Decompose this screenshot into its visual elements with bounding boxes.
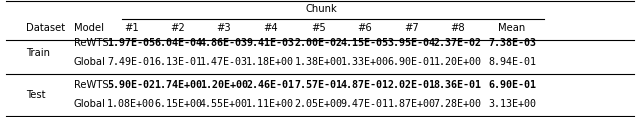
- Text: 7.49E-01: 7.49E-01: [107, 57, 155, 67]
- Text: 4.87E-01: 4.87E-01: [340, 80, 388, 90]
- Text: 6.90E-01: 6.90E-01: [388, 57, 435, 67]
- Text: Model: Model: [74, 23, 104, 33]
- Text: #5: #5: [311, 23, 326, 33]
- Text: 6.04E-04: 6.04E-04: [154, 38, 202, 48]
- Text: 1.20E+00: 1.20E+00: [200, 80, 248, 90]
- Text: 7.57E-01: 7.57E-01: [295, 80, 343, 90]
- Text: 8.94E-01: 8.94E-01: [488, 57, 536, 67]
- Text: #4: #4: [263, 23, 277, 33]
- Text: 7.38E-03: 7.38E-03: [488, 38, 536, 48]
- Text: 1.11E+00: 1.11E+00: [246, 99, 294, 109]
- Text: Train: Train: [26, 48, 50, 58]
- Text: 2.46E-01: 2.46E-01: [246, 80, 294, 90]
- Text: 6.13E-01: 6.13E-01: [154, 57, 202, 67]
- Text: Dataset: Dataset: [26, 23, 65, 33]
- Text: #2: #2: [170, 23, 186, 33]
- Text: 3.95E-04: 3.95E-04: [388, 38, 435, 48]
- Text: 4.86E-03: 4.86E-03: [200, 38, 248, 48]
- Text: 1.87E+00: 1.87E+00: [388, 99, 435, 109]
- Text: 1.97E-05: 1.97E-05: [107, 38, 155, 48]
- Text: 6.15E+00: 6.15E+00: [154, 99, 202, 109]
- Text: Global: Global: [74, 57, 106, 67]
- Text: #6: #6: [357, 23, 372, 33]
- Text: 2.37E-02: 2.37E-02: [434, 38, 481, 48]
- Text: Test: Test: [26, 90, 45, 100]
- Text: 2.00E-02: 2.00E-02: [295, 38, 343, 48]
- Text: 6.90E-01: 6.90E-01: [488, 80, 536, 90]
- Text: 5.90E-02: 5.90E-02: [107, 80, 155, 90]
- Text: 2.05E+00: 2.05E+00: [295, 99, 343, 109]
- Text: 7.28E+00: 7.28E+00: [434, 99, 481, 109]
- Text: 1.33E+00: 1.33E+00: [340, 57, 388, 67]
- Text: ReWTS: ReWTS: [74, 38, 108, 48]
- Text: #3: #3: [217, 23, 231, 33]
- Text: #1: #1: [124, 23, 139, 33]
- Text: 3.13E+00: 3.13E+00: [488, 99, 536, 109]
- Text: 4.55E+00: 4.55E+00: [200, 99, 248, 109]
- Text: Mean: Mean: [499, 23, 525, 33]
- Text: 2.02E-01: 2.02E-01: [388, 80, 435, 90]
- Text: 1.47E-03: 1.47E-03: [200, 57, 248, 67]
- Text: Global: Global: [74, 99, 106, 109]
- Text: Chunk: Chunk: [306, 4, 337, 13]
- Text: #8: #8: [451, 23, 465, 33]
- Text: #7: #7: [404, 23, 419, 33]
- Text: 1.08E+00: 1.08E+00: [107, 99, 155, 109]
- Text: 1.18E+00: 1.18E+00: [246, 57, 294, 67]
- Text: 9.41E-03: 9.41E-03: [246, 38, 294, 48]
- Text: 9.47E-01: 9.47E-01: [340, 99, 388, 109]
- Text: 1.20E+00: 1.20E+00: [434, 57, 481, 67]
- Text: ReWTS: ReWTS: [74, 80, 108, 90]
- Text: 1.74E+00: 1.74E+00: [154, 80, 202, 90]
- Text: 1.38E+00: 1.38E+00: [295, 57, 343, 67]
- Text: 8.36E-01: 8.36E-01: [434, 80, 481, 90]
- Text: 4.15E-05: 4.15E-05: [340, 38, 388, 48]
